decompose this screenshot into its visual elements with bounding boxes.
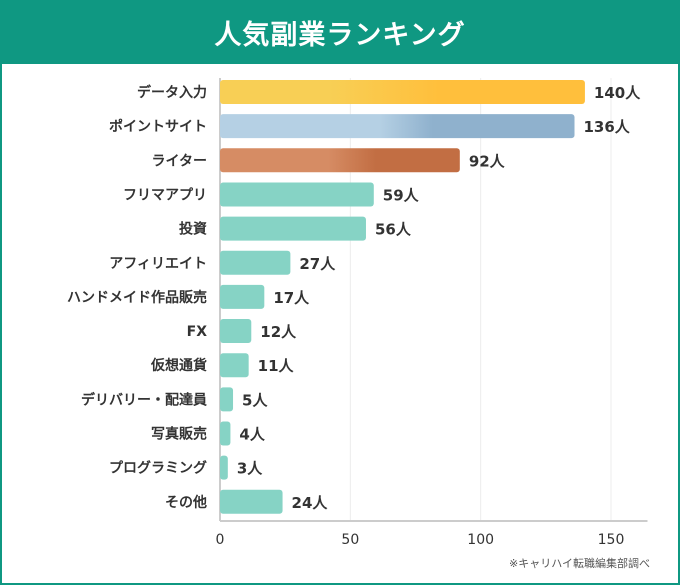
category-label: FX <box>187 324 208 340</box>
data-label: 140人 <box>594 84 641 102</box>
bar <box>220 421 231 446</box>
bar <box>220 489 283 514</box>
data-label: 17人 <box>273 289 310 307</box>
category-label: その他 <box>165 494 207 511</box>
category-label: 写真販売 <box>151 426 207 443</box>
data-label: 11人 <box>258 357 295 375</box>
chart-title: 人気副業ランキング <box>2 0 678 64</box>
x-tick-label: 100 <box>467 532 494 548</box>
bar <box>220 319 252 344</box>
data-label: 59人 <box>383 186 420 204</box>
x-tick-label: 50 <box>341 532 359 548</box>
category-label: ハンドメイド作品販売 <box>67 289 207 306</box>
category-label: アフィリエイト <box>109 256 207 272</box>
bar <box>220 250 291 275</box>
data-label: 136人 <box>584 118 631 136</box>
bar <box>220 387 234 412</box>
data-label: 27人 <box>299 255 336 273</box>
x-tick-label: 150 <box>598 532 625 548</box>
data-label: 92人 <box>469 152 506 170</box>
bar <box>220 284 265 309</box>
x-tick-label: 0 <box>216 532 225 548</box>
bar <box>220 114 575 139</box>
bar <box>220 353 249 378</box>
category-label: 投資 <box>179 221 207 238</box>
data-label: 56人 <box>375 221 412 239</box>
data-label: 12人 <box>260 323 297 341</box>
category-label: フリマアプリ <box>123 187 207 203</box>
bar <box>220 216 366 241</box>
data-label: 24人 <box>292 494 329 512</box>
category-label: データ入力 <box>137 84 207 101</box>
bar <box>220 80 585 104</box>
source-note: ※キャリハイ転職編集部調べ <box>509 557 650 570</box>
bar <box>220 148 460 173</box>
bar <box>220 182 374 207</box>
data-label: 5人 <box>242 391 268 409</box>
category-label: ポイントサイト <box>109 118 207 135</box>
category-label: プログラミング <box>109 460 207 477</box>
data-label: 3人 <box>237 460 263 478</box>
bar <box>220 455 228 480</box>
category-label: ライター <box>152 153 207 169</box>
category-label: 仮想通貨 <box>150 357 207 374</box>
data-label: 4人 <box>239 426 265 444</box>
category-label: デリバリー・配達員 <box>81 391 207 408</box>
